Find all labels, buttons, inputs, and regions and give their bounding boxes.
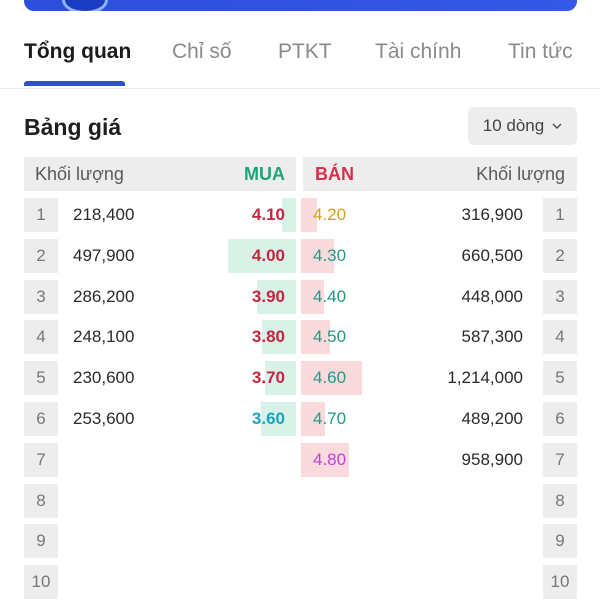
buy-level-index: 6 xyxy=(24,402,58,436)
sell-header: BÁN Khối lượng xyxy=(303,157,577,191)
rows-count-value: 10 dòng xyxy=(482,116,545,135)
sell-level-index: 9 xyxy=(543,524,577,559)
sell-volume-bar xyxy=(301,238,334,273)
buy-volume-bar xyxy=(265,361,296,396)
buy-level-index: 9 xyxy=(24,524,58,559)
buy-price[interactable]: 3.90 xyxy=(251,286,285,306)
buy-price[interactable]: 3.80 xyxy=(251,327,285,347)
buy-volume-bar xyxy=(228,238,296,273)
sell-volume-bar xyxy=(301,279,324,314)
buy-volume: 253,600 xyxy=(73,409,135,428)
buy-volume: 286,200 xyxy=(73,286,135,306)
sell-volume: 958,900 xyxy=(461,449,523,469)
top-banner xyxy=(24,0,577,11)
tab-finance[interactable]: Tài chính xyxy=(375,40,462,63)
buy-level-index: 10 xyxy=(24,565,58,600)
sell-volume-bar xyxy=(301,320,330,355)
sell-price[interactable]: 4.20 xyxy=(313,205,347,224)
order-book-row: 2 497,900 4.00 4.30 660,500 2 xyxy=(0,238,600,273)
order-book-row: 10 10 xyxy=(0,565,600,600)
chevron-down-icon xyxy=(552,123,562,130)
tab-bar: Tổng quan Chỉ số PTKT Tài chính Tin tức xyxy=(0,30,600,89)
buy-volume: 230,600 xyxy=(73,368,135,388)
sell-price[interactable]: 4.40 xyxy=(313,286,347,306)
sell-level-index: 7 xyxy=(543,442,577,477)
buy-level-index: 7 xyxy=(24,442,58,477)
buy-level-index: 5 xyxy=(24,361,58,396)
sell-level-index: 8 xyxy=(543,483,577,518)
sell-volume: 1,214,000 xyxy=(447,368,523,388)
rows-count-dropdown[interactable]: 10 dòng xyxy=(468,107,577,145)
sell-level-index: 5 xyxy=(543,361,577,396)
sell-header-label: BÁN xyxy=(315,164,354,184)
tab-overview[interactable]: Tổng quan xyxy=(24,40,132,63)
active-tab-indicator xyxy=(24,81,125,86)
buy-header: Khối lượng MUA xyxy=(24,157,296,191)
sell-price[interactable]: 4.30 xyxy=(313,245,347,265)
buy-volume: 248,100 xyxy=(73,327,135,347)
tab-news[interactable]: Tin tức xyxy=(508,40,573,63)
order-book-row: 6 253,600 3.60 4.70 489,200 6 xyxy=(0,402,600,436)
sell-volume: 587,300 xyxy=(461,327,523,347)
sell-volume-bar xyxy=(301,198,317,232)
sell-price[interactable]: 4.70 xyxy=(313,409,347,428)
sell-volume-bar xyxy=(301,361,362,396)
buy-volume-bar xyxy=(262,320,296,355)
buy-level-index: 3 xyxy=(24,279,58,314)
sell-price[interactable]: 4.60 xyxy=(313,368,347,388)
sell-level-index: 1 xyxy=(543,198,577,232)
sell-volume: 489,200 xyxy=(461,409,523,428)
sell-price[interactable]: 4.50 xyxy=(313,327,347,347)
buy-price[interactable]: 4.00 xyxy=(251,245,285,265)
sell-level-index: 4 xyxy=(543,320,577,355)
sell-volume-bar xyxy=(301,442,349,477)
buy-level-index: 8 xyxy=(24,483,58,518)
sell-volume: 660,500 xyxy=(461,245,523,265)
order-book-row: 7 4.80 958,900 7 xyxy=(0,442,600,477)
sell-volume-header: Khối lượng xyxy=(476,164,565,184)
sell-volume-bar xyxy=(301,402,325,436)
buy-volume-bar xyxy=(257,279,296,314)
buy-volume-bar xyxy=(261,402,296,436)
sell-price[interactable]: 4.80 xyxy=(313,449,347,469)
order-book-row: 4 248,100 3.80 4.50 587,300 4 xyxy=(0,320,600,355)
sell-volume: 448,000 xyxy=(461,286,523,306)
order-book-row: 5 230,600 3.70 4.60 1,214,000 5 xyxy=(0,361,600,396)
logo-icon xyxy=(62,0,108,11)
buy-price[interactable]: 3.70 xyxy=(251,368,285,388)
buy-price[interactable]: 3.60 xyxy=(251,409,285,428)
tab-indices[interactable]: Chỉ số xyxy=(172,40,232,63)
sell-level-index: 3 xyxy=(543,279,577,314)
tab-technical[interactable]: PTKT xyxy=(278,40,332,63)
section-title: Bảng giá xyxy=(24,114,122,140)
sell-level-index: 6 xyxy=(543,402,577,436)
buy-volume-header: Khối lượng xyxy=(35,164,124,184)
order-book-row: 3 286,200 3.90 4.40 448,000 3 xyxy=(0,279,600,314)
buy-level-index: 2 xyxy=(24,238,58,273)
sell-level-index: 10 xyxy=(543,565,577,600)
buy-price[interactable]: 4.10 xyxy=(251,205,285,224)
buy-header-label: MUA xyxy=(244,164,285,184)
buy-volume-bar xyxy=(282,198,296,232)
buy-level-index: 4 xyxy=(24,320,58,355)
sell-level-index: 2 xyxy=(543,238,577,273)
sell-volume: 316,900 xyxy=(461,205,523,224)
buy-volume: 497,900 xyxy=(73,245,135,265)
buy-volume: 218,400 xyxy=(73,205,135,224)
order-book-row: 1 218,400 4.10 4.20 316,900 1 xyxy=(0,198,600,232)
buy-level-index: 1 xyxy=(24,198,58,232)
